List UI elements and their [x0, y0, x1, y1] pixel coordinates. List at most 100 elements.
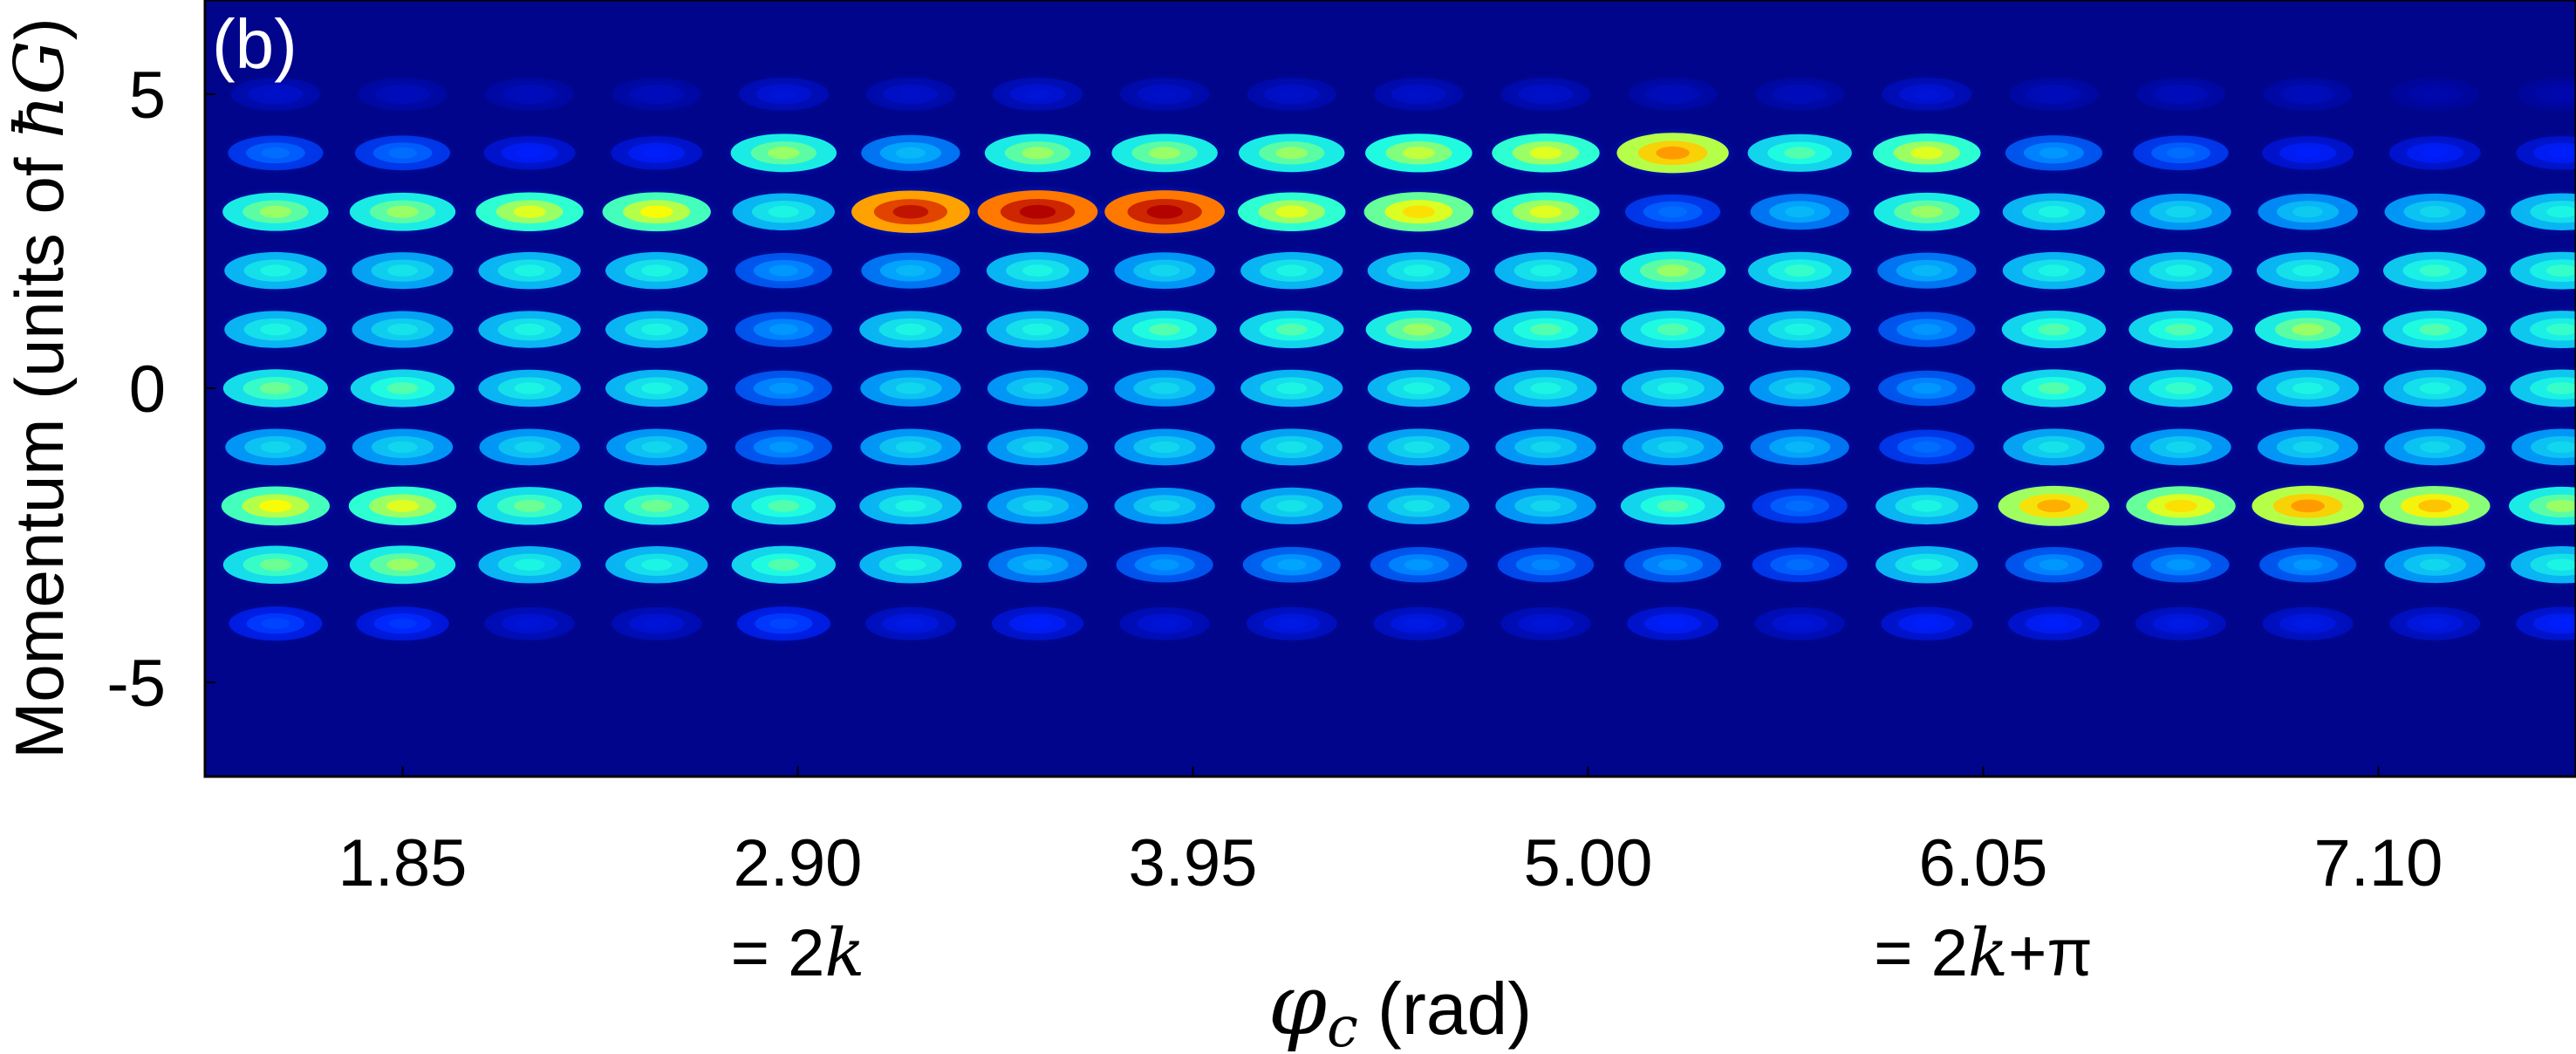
y-axis-label-symbol: ħG [1, 40, 79, 139]
diffraction-peak [215, 541, 337, 589]
x-axis-label-unit: (rad) [1377, 968, 1532, 1050]
diffraction-peak [1612, 482, 1733, 530]
diffraction-peak [470, 365, 589, 412]
diffraction-peak [728, 366, 840, 411]
diffraction-peak [2501, 482, 2576, 530]
diffraction-peak [216, 247, 335, 294]
diffraction-peak [598, 541, 716, 588]
diffraction-peak [851, 483, 970, 530]
diffraction-peak [732, 73, 836, 115]
diffraction-peak [1359, 365, 1478, 412]
diffraction-peak [2255, 602, 2361, 645]
diffraction-peak [1615, 424, 1731, 470]
diffraction-peak [2128, 602, 2233, 645]
x-axis-label-symbol: φ [1268, 956, 1327, 1054]
diffraction-peak [477, 603, 582, 645]
diffraction-peak [980, 424, 1096, 470]
annotation-variable: k [1968, 914, 2008, 991]
x-axis-annotations: = 2k = 2k+π [731, 914, 2093, 991]
diffraction-peak [2374, 305, 2495, 353]
diffraction-peak [2003, 73, 2105, 115]
diffraction-peak [2376, 542, 2493, 588]
diffraction-peak [985, 602, 1090, 645]
diffraction-peak [213, 481, 338, 530]
y-tick-label: 0 [129, 352, 166, 427]
x-tick-label: 1.85 [338, 826, 468, 900]
x-tick-annotation: = 2k [731, 914, 865, 991]
diffraction-peak [1233, 424, 1350, 470]
diffraction-peak [2250, 188, 2366, 235]
diffraction-peak [598, 247, 716, 294]
diffraction-peak [728, 425, 840, 469]
diffraction-peak [1366, 602, 1472, 645]
diffraction-peak [2246, 305, 2369, 353]
diffraction-peak [1232, 305, 1352, 353]
diffraction-peak [852, 365, 969, 412]
diffraction-peak [1106, 365, 1223, 412]
diffraction-peak [216, 306, 335, 353]
diffraction-peak [2257, 73, 2359, 115]
diffraction-peak [1367, 73, 1471, 115]
diffraction-peak [2117, 481, 2245, 531]
diffraction-peak [2122, 247, 2240, 294]
diffraction-peak [2376, 424, 2493, 470]
diffraction-peak [729, 602, 837, 646]
diffraction-peak [598, 424, 715, 470]
diffraction-peak [605, 603, 708, 645]
diffraction-peak [851, 306, 970, 353]
diffraction-peak [1743, 424, 1857, 470]
diffraction-peak [2502, 247, 2576, 294]
y-axis-label-prefix: Momentum (units of [1, 139, 78, 759]
diffraction-peak [1490, 543, 1602, 587]
diffraction-peak [980, 483, 1096, 529]
y-tick-label: -5 [106, 647, 166, 721]
diffraction-peak [1875, 73, 1979, 115]
diffraction-peak [2249, 365, 2368, 412]
diffraction-peak [215, 188, 337, 236]
diffraction-peak [1868, 483, 1986, 530]
diffraction-peak [2511, 73, 2576, 114]
diffraction-peak [340, 482, 465, 530]
diffraction-peak [2502, 305, 2576, 353]
diffraction-peak [722, 128, 845, 177]
diffraction-peak [1608, 127, 1738, 179]
diffraction-peak [968, 184, 1107, 239]
diffraction-peak [344, 306, 461, 352]
diffraction-peak [1993, 365, 2115, 412]
diffraction-peak [2375, 365, 2494, 412]
diffraction-peak [1748, 73, 1851, 115]
diffraction-peak [471, 424, 588, 470]
diffraction-peak [1240, 73, 1343, 115]
diffraction-peak [2381, 132, 2488, 175]
diffraction-peak [1617, 189, 1728, 234]
diffraction-peak [1870, 366, 1983, 411]
diffraction-peak [728, 307, 840, 352]
y-axis-label-suffix: ) [1, 17, 78, 40]
diffraction-peak [858, 602, 963, 645]
diffraction-peak [853, 248, 968, 293]
diffraction-peak [1745, 543, 1855, 587]
diffraction-peak [1864, 128, 1989, 178]
y-axis-ticks: 5 0 -5 [106, 58, 215, 721]
diffraction-peak [478, 73, 581, 115]
diffraction-peak [853, 130, 968, 176]
x-tick-label: 6.05 [1919, 826, 2048, 900]
diffraction-peak [842, 185, 979, 239]
diffraction-peak [986, 73, 1090, 115]
diffraction-peak [594, 187, 720, 236]
x-tick-label: 7.10 [2314, 826, 2443, 900]
diffraction-peak [341, 540, 464, 589]
diffraction-peak [1869, 248, 1984, 293]
diffraction-peak [1747, 603, 1852, 645]
diffraction-peak [1359, 247, 1478, 294]
diffraction-peak [341, 188, 464, 236]
diffraction-peak [852, 424, 969, 470]
diffraction-peak [2250, 424, 2366, 470]
diffraction-peak [596, 482, 717, 530]
diffraction-peak [470, 247, 589, 294]
diffraction-peak [2121, 305, 2241, 353]
diffraction-peak [1493, 603, 1598, 645]
diffraction-peak [1739, 247, 1860, 294]
diffraction-peak [1616, 542, 1729, 587]
diffraction-peak [344, 247, 461, 294]
